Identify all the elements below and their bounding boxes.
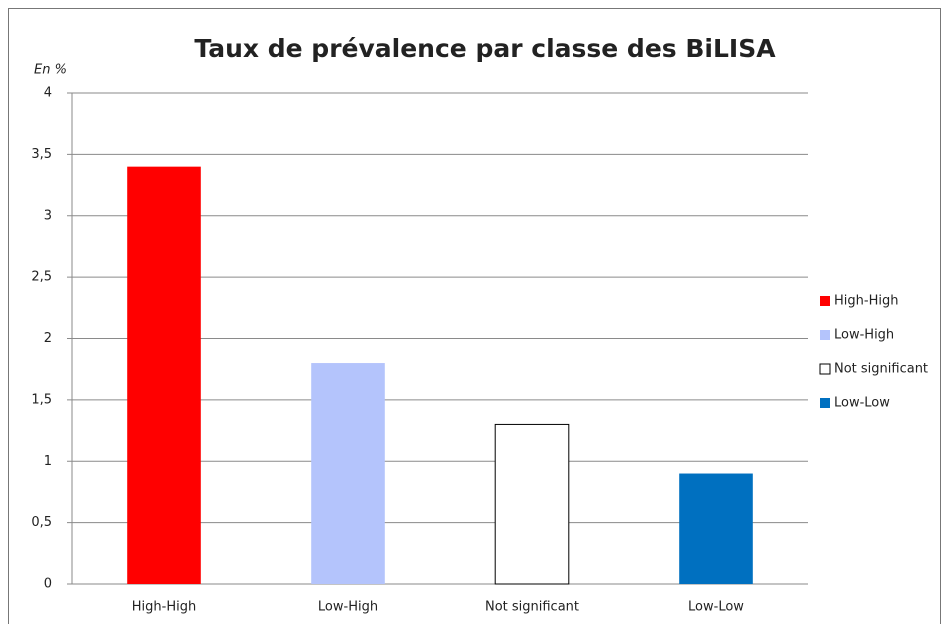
y-tick-label: 0,5: [31, 515, 52, 530]
legend-swatch: [820, 296, 830, 306]
legend-label: Not significant: [834, 362, 928, 377]
bar: [679, 473, 753, 584]
y-tick-label: 3: [44, 208, 52, 223]
x-tick-label: Not significant: [485, 600, 579, 615]
y-tick-label: 1,5: [31, 392, 52, 407]
legend-swatch: [819, 363, 831, 375]
y-tick-label: 3,5: [31, 147, 52, 162]
chart-title: Taux de prévalence par classe des BiLISA: [194, 34, 776, 63]
legend-swatch: [820, 330, 830, 340]
y-tick-label: 2,5: [31, 270, 52, 285]
legend-label: High-High: [834, 294, 898, 309]
bar: [311, 363, 385, 584]
bar: [127, 166, 201, 584]
bar: [494, 423, 570, 585]
y-axis-label: En %: [34, 63, 67, 78]
y-tick-label: 4: [44, 86, 52, 101]
legend-swatch: [820, 398, 830, 408]
legend-label: Low-High: [834, 328, 894, 343]
y-tick-label: 0: [44, 577, 52, 592]
y-tick-label: 1: [44, 454, 52, 469]
legend-label: Low-Low: [834, 396, 890, 411]
y-tick-label: 2: [44, 331, 52, 346]
x-tick-label: Low-Low: [688, 600, 744, 615]
x-tick-label: High-High: [132, 600, 196, 615]
x-tick-label: Low-High: [318, 600, 378, 615]
